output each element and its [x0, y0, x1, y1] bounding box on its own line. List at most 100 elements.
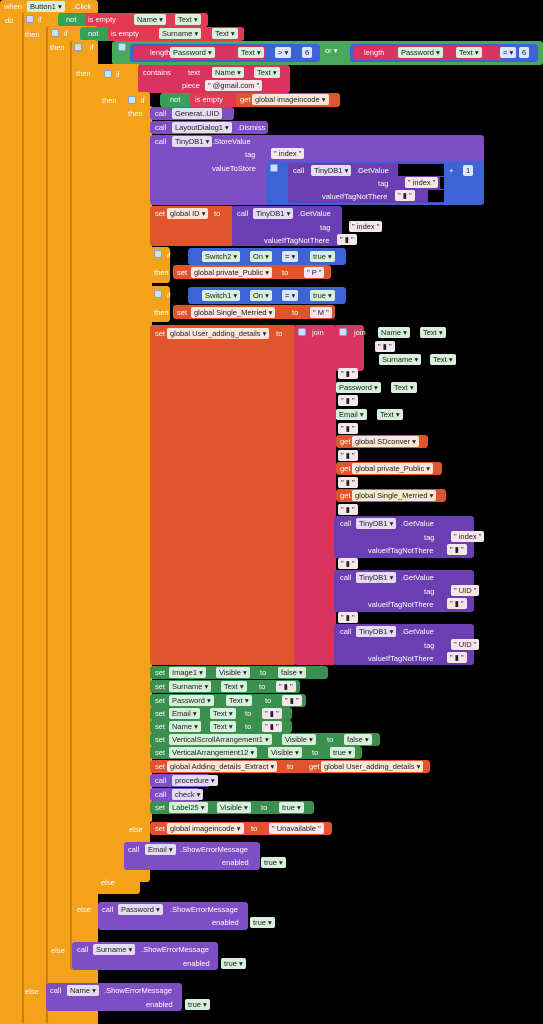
- operator-dropdown[interactable]: > ▾: [275, 47, 292, 58]
- empty-string[interactable]: " ▮ ": [276, 681, 296, 692]
- if-gear-icon[interactable]: [74, 43, 82, 51]
- check-dropdown[interactable]: check ▾: [172, 789, 204, 800]
- uid-string[interactable]: " UID ": [451, 639, 480, 650]
- text-dropdown[interactable]: Text ▾: [212, 28, 238, 39]
- sdconver-dropdown[interactable]: global SDconver ▾: [352, 436, 419, 447]
- email-dropdown[interactable]: Email ▾: [169, 708, 200, 719]
- name-dropdown[interactable]: Name ▾: [134, 14, 166, 25]
- private-public-dropdown[interactable]: global private_Public ▾: [352, 463, 434, 474]
- surname-dropdown[interactable]: Surname ▾: [93, 944, 136, 955]
- user-adding-details-dropdown[interactable]: global User_adding_details ▾: [167, 328, 270, 339]
- text-dropdown[interactable]: Text ▾: [210, 721, 236, 732]
- user-adding-details-dropdown[interactable]: global User_adding_details ▾: [321, 761, 424, 772]
- operator-dropdown[interactable]: = ▾: [282, 251, 299, 262]
- uid-string[interactable]: " UID ": [451, 585, 480, 596]
- tinydb1-dropdown[interactable]: TinyDB1 ▾: [356, 518, 397, 529]
- index-string[interactable]: " index ": [349, 221, 383, 232]
- password-dropdown[interactable]: Password ▾: [398, 47, 443, 58]
- empty-string[interactable]: " ▮ ": [338, 558, 358, 569]
- switch1-dropdown[interactable]: Switch1 ▾: [202, 290, 241, 301]
- password-dropdown[interactable]: Password ▾: [118, 904, 163, 915]
- imageincode-dropdown[interactable]: global imageincode ▾: [252, 94, 329, 105]
- button1-dropdown[interactable]: Button1 ▾: [27, 1, 65, 12]
- text-dropdown[interactable]: Text ▾: [238, 47, 264, 58]
- password-dropdown[interactable]: Password ▾: [169, 695, 214, 706]
- surname-dropdown[interactable]: Surname ▾: [379, 354, 422, 365]
- on-dropdown[interactable]: On ▾: [250, 251, 272, 262]
- join-block-outer[interactable]: [294, 325, 336, 665]
- text-dropdown[interactable]: Text ▾: [226, 695, 252, 706]
- if-block-level3[interactable]: [70, 40, 98, 970]
- or-gear-icon[interactable]: [118, 43, 126, 51]
- name-dropdown[interactable]: Name ▾: [378, 327, 410, 338]
- if-gear-icon[interactable]: [154, 290, 162, 298]
- false-dropdown[interactable]: false ▾: [344, 734, 372, 745]
- set-user-adding-details[interactable]: [150, 325, 296, 665]
- join-gear-icon[interactable]: [339, 328, 347, 336]
- private-public-dropdown[interactable]: global private_Public ▾: [191, 267, 273, 278]
- operator-dropdown[interactable]: = ▾: [500, 47, 517, 58]
- empty-string[interactable]: " ▮ ": [338, 450, 358, 461]
- true-dropdown[interactable]: true ▾: [261, 857, 286, 868]
- on-dropdown[interactable]: On ▾: [250, 290, 272, 301]
- visible-dropdown[interactable]: Visible ▾: [217, 802, 251, 813]
- tinydb1-dropdown[interactable]: TinyDB1 ▾: [172, 136, 213, 147]
- text-dropdown[interactable]: Text ▾: [420, 327, 446, 338]
- empty-string[interactable]: " ▮ ": [338, 423, 358, 434]
- name-dropdown[interactable]: Name ▾: [169, 721, 201, 732]
- true-dropdown[interactable]: true ▾: [185, 999, 210, 1010]
- gmail-string[interactable]: " @gmail.com ": [205, 80, 263, 91]
- false-dropdown[interactable]: false ▾: [278, 667, 306, 678]
- verticalscroll-dropdown[interactable]: VerticalScrollArrangement1 ▾: [169, 734, 272, 745]
- text-dropdown[interactable]: Text ▾: [391, 382, 417, 393]
- empty-string[interactable]: " ▮ ": [262, 721, 282, 732]
- imageincode-dropdown[interactable]: global imageincode ▾: [167, 823, 244, 834]
- text-dropdown[interactable]: Text ▾: [254, 67, 280, 78]
- text-dropdown[interactable]: Text ▾: [377, 409, 403, 420]
- visible-dropdown[interactable]: Visible ▾: [216, 667, 250, 678]
- add-gear-icon[interactable]: [270, 164, 278, 172]
- password-dropdown[interactable]: Password ▾: [170, 47, 215, 58]
- index-string[interactable]: " index ": [405, 177, 439, 188]
- empty-string[interactable]: " ▮ ": [338, 504, 358, 515]
- if-gear-icon[interactable]: [154, 250, 162, 258]
- visible-dropdown[interactable]: Visible ▾: [268, 747, 302, 758]
- surname-dropdown[interactable]: Surname ▾: [159, 28, 202, 39]
- email-dropdown[interactable]: Email ▾: [336, 409, 367, 420]
- index-string[interactable]: " index ": [271, 148, 305, 159]
- empty-string[interactable]: " ▮ ": [262, 708, 282, 719]
- name-dropdown[interactable]: Name ▾: [212, 67, 244, 78]
- single-merried-dropdown[interactable]: global Single_Merried ▾: [352, 490, 437, 501]
- join-gear-icon[interactable]: [298, 328, 306, 336]
- tinydb1-dropdown[interactable]: TinyDB1 ▾: [356, 572, 397, 583]
- number-six-1[interactable]: 6: [302, 47, 313, 58]
- number-one[interactable]: 1: [463, 165, 474, 176]
- number-six-2[interactable]: 6: [519, 47, 530, 58]
- password-dropdown[interactable]: Password ▾: [336, 382, 381, 393]
- global-id-dropdown[interactable]: global ID ▾: [167, 208, 209, 219]
- if-gear-icon[interactable]: [26, 15, 34, 23]
- empty-string[interactable]: " ▮ ": [395, 190, 415, 201]
- text-dropdown[interactable]: Text ▾: [456, 47, 482, 58]
- single-merried-dropdown[interactable]: global Single_Merried ▾: [191, 307, 276, 318]
- if-gear-icon[interactable]: [51, 29, 59, 37]
- operator-dropdown[interactable]: = ▾: [282, 290, 299, 301]
- text-dropdown[interactable]: Text ▾: [221, 681, 247, 692]
- true-dropdown[interactable]: true ▾: [310, 251, 335, 262]
- tinydb1-dropdown[interactable]: TinyDB1 ▾: [253, 208, 294, 219]
- procedure-dropdown[interactable]: procedure ▾: [172, 775, 218, 786]
- empty-string[interactable]: " ▮ ": [338, 368, 358, 379]
- true-dropdown[interactable]: true ▾: [310, 290, 335, 301]
- true-dropdown[interactable]: true ▾: [279, 802, 304, 813]
- empty-string[interactable]: " ▮ ": [338, 395, 358, 406]
- generate-uid-dropdown[interactable]: Generat..UID: [172, 108, 223, 119]
- empty-string[interactable]: " ▮ ": [282, 695, 302, 706]
- if-block-level5[interactable]: [122, 92, 150, 882]
- empty-string[interactable]: " ▮ ": [337, 234, 357, 245]
- true-dropdown[interactable]: true ▾: [250, 917, 275, 928]
- visible-dropdown[interactable]: Visible ▾: [282, 734, 316, 745]
- email-dropdown[interactable]: Email ▾: [145, 844, 176, 855]
- text-dropdown[interactable]: Text ▾: [175, 14, 201, 25]
- image1-dropdown[interactable]: Image1 ▾: [169, 667, 206, 678]
- m-string[interactable]: " M ": [310, 307, 332, 318]
